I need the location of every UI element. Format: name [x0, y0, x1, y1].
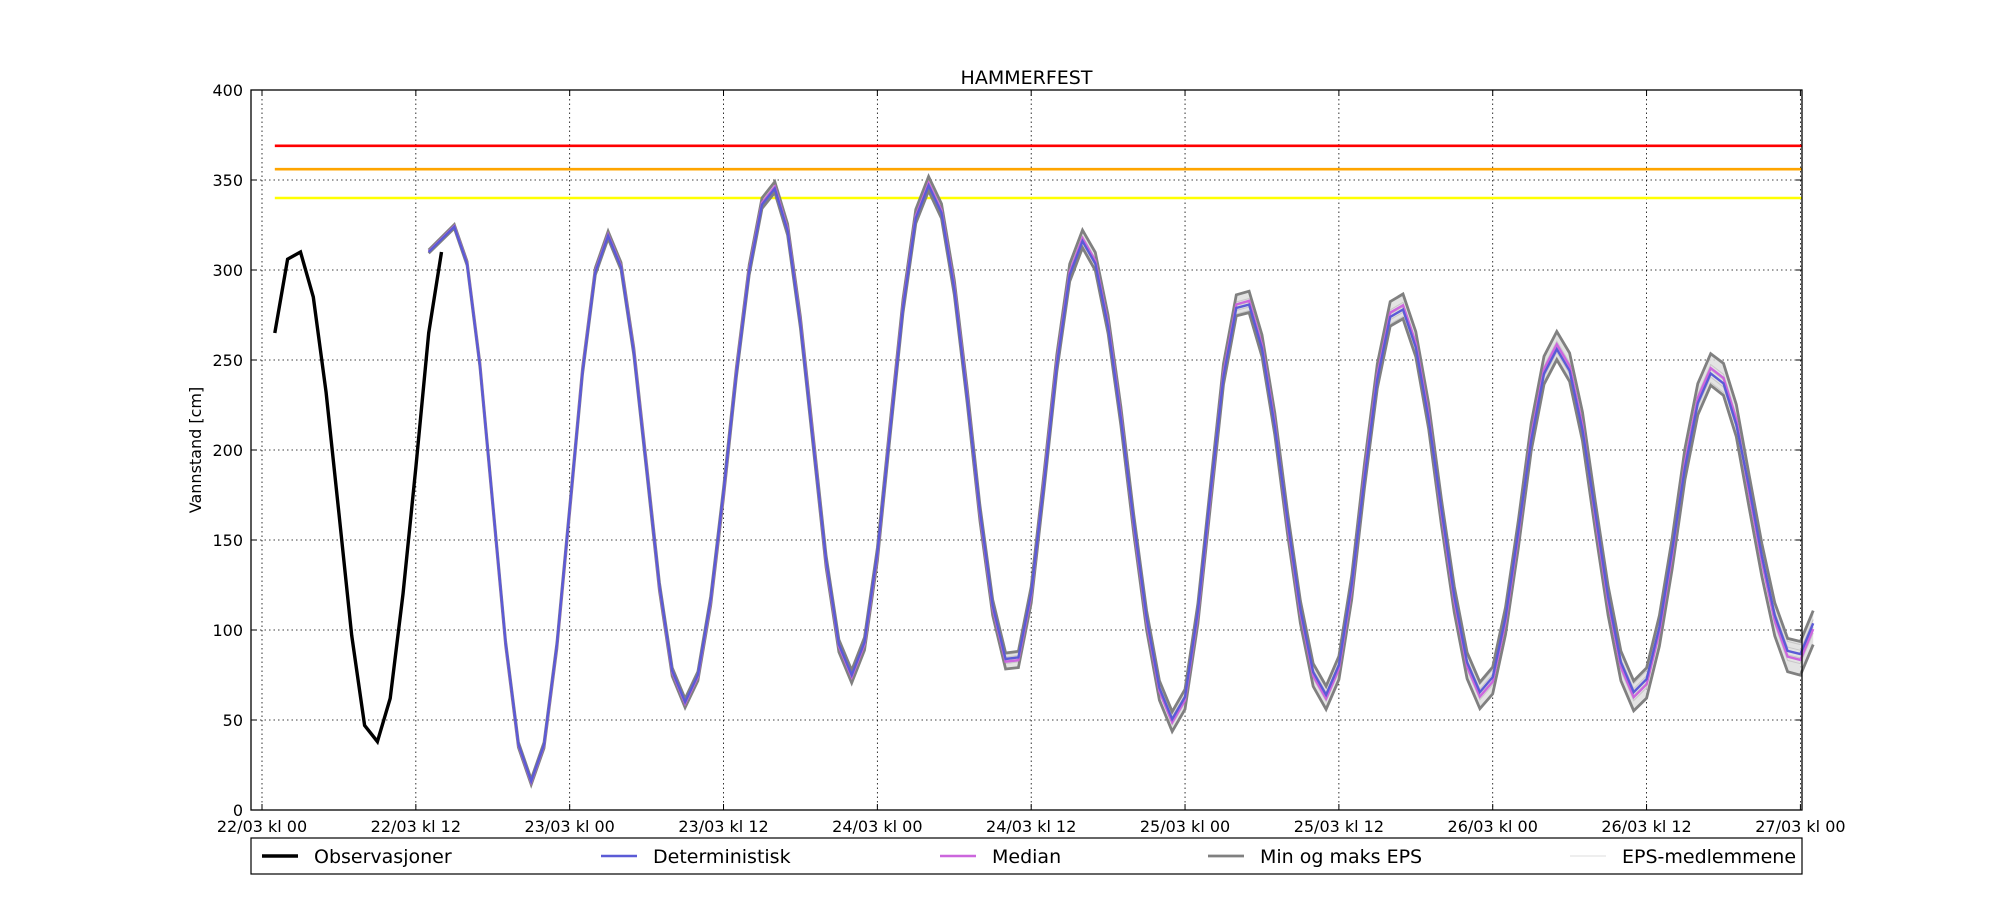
y-tick-label: 300: [212, 261, 243, 280]
x-tick-label: 24/03 kl 12: [986, 817, 1076, 836]
eps-member-line: [428, 180, 1814, 782]
x-tick-label: 27/03 kl 00: [1755, 817, 1845, 836]
legend-label: Observasjoner: [314, 846, 452, 868]
x-tick-label: 26/03 kl 00: [1448, 817, 1538, 836]
median-line: [427, 179, 1815, 786]
x-tick-label: 25/03 kl 00: [1140, 817, 1230, 836]
deterministic-line: [427, 182, 1815, 785]
y-tick-label: 400: [212, 81, 243, 100]
observations-line: [273, 249, 444, 746]
x-tick-label: 23/03 kl 12: [678, 817, 768, 836]
eps-member-line: [428, 188, 1814, 785]
y-tick-label: 50: [223, 711, 243, 730]
x-tick-label: 23/03 kl 00: [525, 817, 615, 836]
eps-member-line: [428, 182, 1814, 783]
x-tick-label: 22/03 kl 12: [371, 817, 461, 836]
legend-label: Deterministisk: [653, 846, 791, 868]
x-tick-label: 25/03 kl 12: [1294, 817, 1384, 836]
legend-label: Min og maks EPS: [1260, 846, 1422, 868]
data-series: [273, 172, 1815, 789]
chart-title: HAMMERFEST: [961, 67, 1093, 89]
eps-max-line: [427, 172, 1815, 784]
eps-min-line: [427, 187, 1815, 789]
y-tick-label: 350: [212, 171, 243, 190]
y-tick-label: 200: [212, 441, 243, 460]
legend-label: EPS-medlemmene: [1622, 846, 1796, 868]
x-tick-label: 26/03 kl 12: [1601, 817, 1691, 836]
legend: Observasjoner Deterministisk Median Min og …: [250, 837, 1803, 875]
y-tick-label: 0: [233, 801, 243, 820]
eps-member-line: [428, 185, 1814, 784]
threshold-lines: [274, 144, 1802, 200]
legend-frame: [250, 837, 1803, 875]
legend-label: Median: [992, 846, 1061, 868]
y-tick-label: 150: [212, 531, 243, 550]
x-tick-label: 22/03 kl 00: [217, 817, 307, 836]
y-tick-label: 100: [212, 621, 243, 640]
y-axis-label: Vannstand [cm]: [186, 387, 205, 513]
axis-ticks: 0 50 100 150 200 250 300 350 400 22/03 kl 00 22/03…: [212, 81, 1845, 836]
x-tick-label: 24/03 kl 00: [832, 817, 922, 836]
eps-band: [428, 176, 1814, 785]
y-tick-label: 250: [212, 351, 243, 370]
